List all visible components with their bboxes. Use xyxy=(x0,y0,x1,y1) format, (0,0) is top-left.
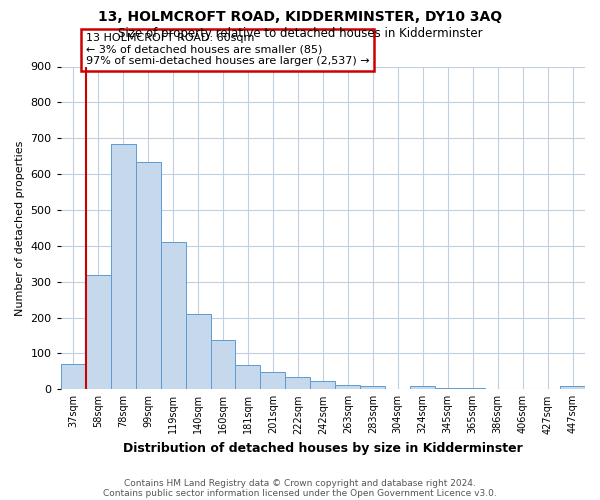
Bar xyxy=(161,242,185,390)
Bar xyxy=(560,386,585,390)
Text: 13, HOLMCROFT ROAD, KIDDERMINSTER, DY10 3AQ: 13, HOLMCROFT ROAD, KIDDERMINSTER, DY10 … xyxy=(98,10,502,24)
Y-axis label: Number of detached properties: Number of detached properties xyxy=(15,140,25,316)
Bar xyxy=(185,314,211,390)
Text: Contains HM Land Registry data © Crown copyright and database right 2024.: Contains HM Land Registry data © Crown c… xyxy=(124,478,476,488)
Bar xyxy=(110,144,136,390)
Bar xyxy=(410,386,435,390)
Bar xyxy=(335,386,361,390)
Text: Size of property relative to detached houses in Kidderminster: Size of property relative to detached ho… xyxy=(118,28,482,40)
Bar xyxy=(460,388,485,390)
Bar xyxy=(235,365,260,390)
Bar xyxy=(260,372,286,390)
Bar xyxy=(286,378,310,390)
Bar xyxy=(136,162,161,390)
Text: Contains public sector information licensed under the Open Government Licence v3: Contains public sector information licen… xyxy=(103,488,497,498)
Bar xyxy=(310,382,335,390)
Bar xyxy=(61,364,86,390)
Bar xyxy=(361,386,385,390)
Text: 13 HOLMCROFT ROAD: 60sqm
← 3% of detached houses are smaller (85)
97% of semi-de: 13 HOLMCROFT ROAD: 60sqm ← 3% of detache… xyxy=(86,34,369,66)
X-axis label: Distribution of detached houses by size in Kidderminster: Distribution of detached houses by size … xyxy=(123,442,523,455)
Bar xyxy=(211,340,235,390)
Bar xyxy=(86,274,110,390)
Bar xyxy=(435,388,460,390)
